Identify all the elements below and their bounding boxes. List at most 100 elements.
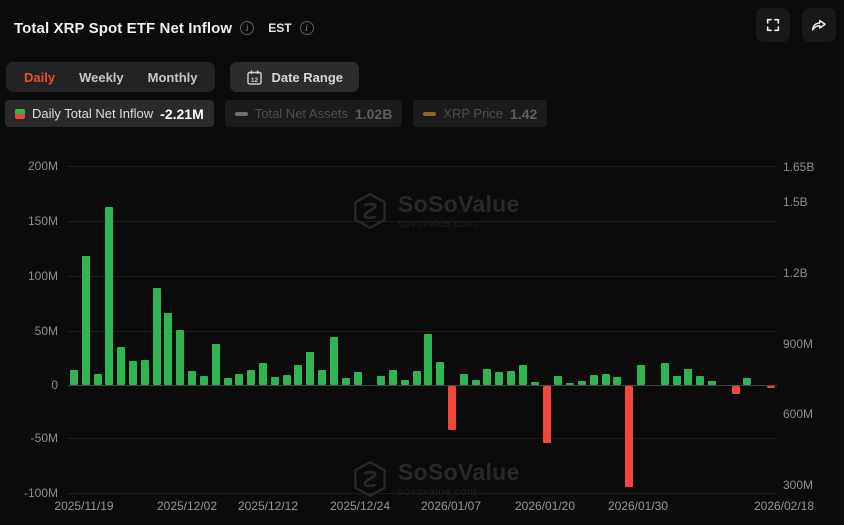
chart-legend: Daily Total Net Inflow -2.21M Total Net …: [5, 100, 548, 127]
fullscreen-icon: [766, 18, 780, 32]
bar[interactable]: [743, 378, 752, 385]
bar[interactable]: [140, 359, 149, 385]
x-tick: 2025/12/02: [156, 499, 218, 513]
timezone-info-icon[interactable]: i: [299, 21, 314, 35]
bar[interactable]: [660, 363, 669, 385]
bar[interactable]: [507, 370, 516, 385]
bar[interactable]: [294, 365, 303, 385]
legend-value: 1.42: [510, 105, 538, 122]
legend-value: 1.02B: [354, 105, 393, 122]
bar[interactable]: [117, 346, 126, 385]
bar[interactable]: [601, 374, 610, 385]
gridline-100m: [68, 276, 777, 277]
legend-label: Daily Total Net Inflow: [32, 106, 154, 121]
y-left-tick: 50M: [34, 324, 58, 338]
bar[interactable]: [188, 370, 197, 385]
y-left-tick: 150M: [27, 214, 58, 228]
y-right-tick: 1.65B: [783, 160, 815, 174]
legend-total-net-assets[interactable]: Total Net Assets 1.02B: [224, 100, 403, 127]
bar[interactable]: [696, 376, 705, 385]
bar[interactable]: [459, 374, 468, 385]
bar[interactable]: [625, 386, 634, 487]
bar[interactable]: [247, 369, 256, 385]
fullscreen-button[interactable]: [756, 8, 790, 42]
bar[interactable]: [164, 312, 173, 385]
bar[interactable]: [554, 376, 563, 385]
gridline-neg100m: [68, 493, 777, 494]
bar[interactable]: [566, 382, 575, 385]
bar[interactable]: [731, 386, 740, 394]
bar[interactable]: [495, 371, 504, 385]
xrp-price-line-swatch-icon: [423, 111, 437, 116]
gridline-150m: [68, 221, 777, 222]
bar[interactable]: [235, 374, 244, 385]
watermark-text: SoSoValue sosovalue.com: [398, 458, 520, 498]
bar[interactable]: [211, 344, 220, 385]
bar[interactable]: [388, 369, 397, 385]
bar[interactable]: [672, 376, 681, 385]
bar[interactable]: [69, 369, 78, 385]
bar[interactable]: [412, 370, 421, 385]
bar[interactable]: [341, 378, 350, 385]
tab-weekly[interactable]: Weekly: [79, 69, 124, 85]
bar[interactable]: [270, 377, 279, 385]
bar[interactable]: [152, 287, 161, 385]
bar[interactable]: [542, 386, 551, 443]
title-info-icon[interactable]: i: [240, 21, 255, 35]
bar[interactable]: [530, 381, 539, 385]
bar[interactable]: [223, 378, 232, 385]
bar[interactable]: [400, 379, 409, 385]
bar[interactable]: [518, 365, 527, 385]
bar[interactable]: [708, 380, 716, 385]
bar[interactable]: [589, 375, 598, 385]
y-right-tick: 1.2B: [783, 266, 808, 280]
bar[interactable]: [93, 374, 102, 385]
y-left-tick: -100M: [23, 486, 58, 500]
bar[interactable]: [471, 379, 480, 385]
tab-daily[interactable]: Daily: [24, 69, 56, 85]
bar[interactable]: [105, 206, 114, 385]
bar[interactable]: [767, 386, 776, 389]
bar[interactable]: [448, 386, 457, 430]
share-button[interactable]: [802, 8, 836, 42]
x-tick: 2026/02/18: [753, 499, 815, 513]
calendar-icon: 12: [247, 70, 263, 85]
legend-label: XRP Price: [443, 106, 504, 121]
share-icon: [811, 19, 826, 31]
sosovalue-logo-icon: [354, 192, 386, 230]
y-left-tick: -50M: [30, 431, 58, 445]
x-tick: 2025/12/24: [329, 499, 391, 513]
bar[interactable]: [318, 369, 327, 385]
bar[interactable]: [258, 363, 267, 385]
bar[interactable]: [176, 330, 185, 385]
bar[interactable]: [684, 368, 693, 385]
tab-monthly[interactable]: Monthly: [147, 69, 198, 85]
legend-xrp-price[interactable]: XRP Price 1.42: [413, 100, 548, 127]
y-right-tick: 1.5B: [783, 195, 808, 209]
bar[interactable]: [613, 377, 622, 385]
watermark-center: SoSoValue sosovalue.com: [352, 192, 572, 230]
bar[interactable]: [329, 336, 338, 385]
net-assets-line-swatch-icon: [234, 111, 248, 116]
header: Total XRP Spot ETF Net Inflow i EST i: [14, 16, 314, 40]
y-right-tick: 600M: [783, 407, 814, 421]
bar[interactable]: [353, 371, 362, 385]
y-left-tick: 100M: [27, 269, 58, 283]
date-range-button[interactable]: 12 Date Range: [230, 62, 360, 92]
svg-text:12: 12: [251, 77, 259, 84]
bar[interactable]: [436, 362, 445, 385]
bar[interactable]: [81, 255, 90, 385]
bar[interactable]: [578, 380, 587, 385]
bar[interactable]: [199, 376, 208, 385]
watermark-name: SoSoValue: [398, 458, 520, 485]
bar[interactable]: [128, 360, 137, 385]
bar[interactable]: [424, 333, 433, 385]
x-tick: 2026/01/07: [420, 499, 482, 513]
legend-daily-total-net-inflow[interactable]: Daily Total Net Inflow -2.21M: [5, 100, 214, 127]
bar[interactable]: [637, 365, 646, 385]
bar[interactable]: [377, 376, 386, 385]
bar[interactable]: [282, 375, 291, 385]
bar[interactable]: [483, 368, 492, 385]
bar[interactable]: [306, 352, 315, 385]
